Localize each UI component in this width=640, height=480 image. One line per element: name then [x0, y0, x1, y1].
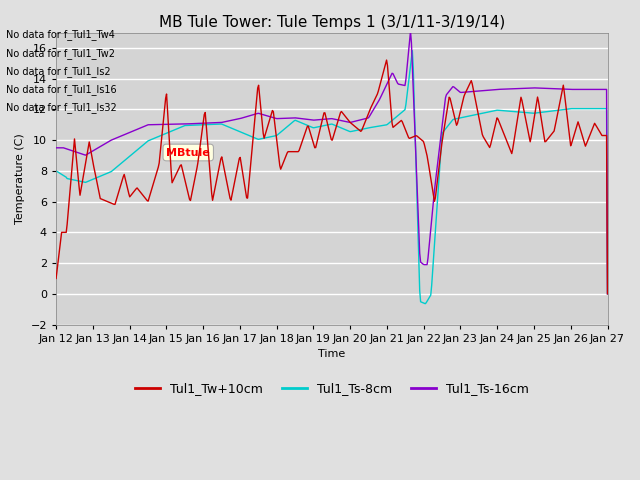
Text: No data for f_Tul1_ls16: No data for f_Tul1_ls16 — [6, 84, 117, 95]
Title: MB Tule Tower: Tule Temps 1 (3/1/11-3/19/14): MB Tule Tower: Tule Temps 1 (3/1/11-3/19… — [159, 15, 505, 30]
Legend: Tul1_Tw+10cm, Tul1_Ts-8cm, Tul1_Ts-16cm: Tul1_Tw+10cm, Tul1_Ts-8cm, Tul1_Ts-16cm — [130, 377, 534, 400]
Text: MBtule: MBtule — [166, 147, 210, 157]
X-axis label: Time: Time — [318, 349, 346, 359]
Text: No data for f_Tul1_Tw2: No data for f_Tul1_Tw2 — [6, 48, 115, 59]
Text: No data for f_Tul1_Tw4: No data for f_Tul1_Tw4 — [6, 29, 115, 40]
Text: No data for f_Tul1_ls2: No data for f_Tul1_ls2 — [6, 66, 111, 77]
Text: No data for f_Tul1_ls32: No data for f_Tul1_ls32 — [6, 102, 117, 113]
Y-axis label: Temperature (C): Temperature (C) — [15, 133, 25, 224]
